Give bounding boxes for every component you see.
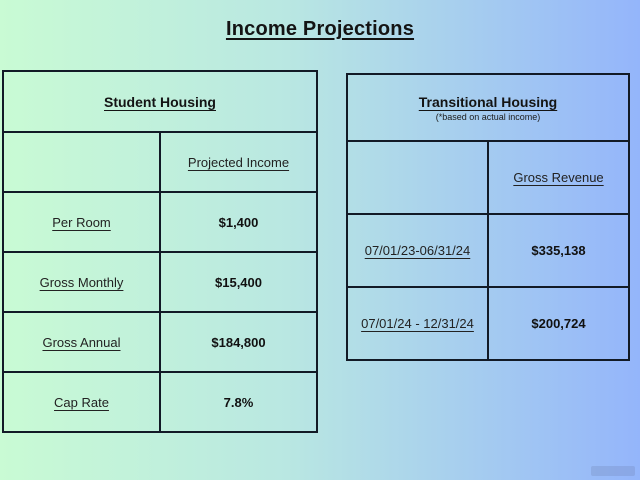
per-room-label: Per Room: [2, 191, 161, 253]
student-housing-header-row: Student Housing: [2, 70, 318, 133]
period-1-value: $335,138: [487, 213, 630, 288]
transitional-housing-title: Transitional Housing: [418, 93, 558, 110]
gross-annual-value: $184,800: [159, 311, 318, 373]
cap-rate-label: Cap Rate: [2, 371, 161, 433]
empty-cell: [2, 131, 161, 193]
gross-revenue-column-header: Gross Revenue: [487, 140, 630, 215]
period-1-label: 07/01/23-06/31/24: [346, 213, 489, 288]
transitional-housing-table: Transitional Housing (*based on actual i…: [346, 73, 630, 361]
gross-annual-label: Gross Annual: [2, 311, 161, 373]
table-row: 07/01/24 - 12/31/24 $200,724: [346, 286, 630, 361]
gross-monthly-value: $15,400: [159, 251, 318, 313]
student-housing-title: Student Housing: [2, 70, 318, 133]
student-housing-table: Student Housing Projected Income Per Roo…: [2, 70, 318, 433]
table-row: Gross Annual $184,800: [2, 311, 318, 373]
empty-cell: [346, 140, 489, 215]
per-room-value: $1,400: [159, 191, 318, 253]
gross-monthly-label: Gross Monthly: [2, 251, 161, 313]
cap-rate-value: 7.8%: [159, 371, 318, 433]
transitional-column-header-row: Gross Revenue: [346, 140, 630, 215]
transitional-housing-title-cell: Transitional Housing (*based on actual i…: [346, 73, 630, 142]
student-column-header-row: Projected Income: [2, 131, 318, 193]
table-row: Gross Monthly $15,400: [2, 251, 318, 313]
watermark: [591, 466, 635, 476]
transitional-housing-header-row: Transitional Housing (*based on actual i…: [346, 73, 630, 142]
period-2-value: $200,724: [487, 286, 630, 361]
transitional-housing-subtitle: (*based on actual income): [435, 111, 541, 122]
table-row: Cap Rate 7.8%: [2, 371, 318, 433]
page-title: Income Projections: [225, 18, 415, 40]
projected-income-column-header: Projected Income: [159, 131, 318, 193]
table-row: 07/01/23-06/31/24 $335,138: [346, 213, 630, 288]
period-2-label: 07/01/24 - 12/31/24: [346, 286, 489, 361]
table-row: Per Room $1,400: [2, 191, 318, 253]
